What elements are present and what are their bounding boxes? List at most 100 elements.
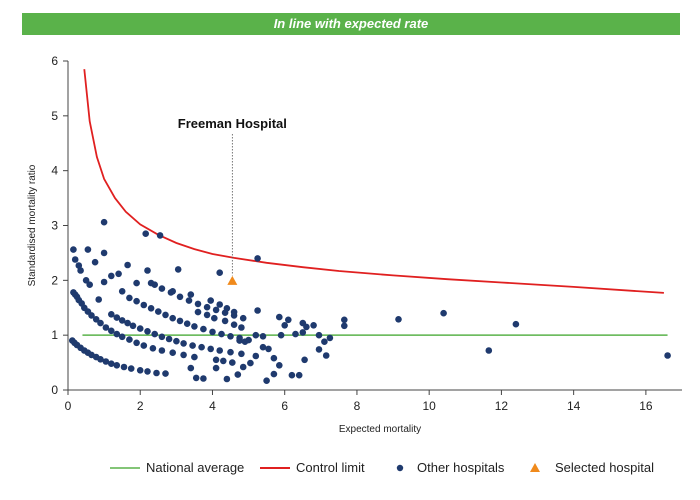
hospital-point <box>88 312 95 319</box>
x-tick-label: 16 <box>639 399 653 413</box>
hospital-point <box>133 297 140 305</box>
hospital-point <box>263 377 270 385</box>
x-tick-label: 2 <box>137 399 144 413</box>
hospital-point <box>113 330 121 338</box>
hospital-point <box>156 232 164 239</box>
hospital-point <box>127 365 135 372</box>
national-average-swatch <box>110 467 140 469</box>
x-tick-label: 0 <box>65 399 72 413</box>
x-tick-label: 6 <box>281 399 288 413</box>
hospital-point <box>144 267 151 274</box>
hospital-point <box>144 368 151 375</box>
hospital-point <box>102 358 110 365</box>
hospital-point <box>167 289 175 296</box>
hospital-point <box>321 338 328 346</box>
hospital-point <box>234 371 242 378</box>
hospital-point <box>191 323 198 330</box>
chart-status-banner: In line with expected rate <box>22 13 680 35</box>
hospital-point <box>664 352 671 359</box>
hospital-point <box>200 375 207 382</box>
legend-label-national-average: National average <box>146 460 245 475</box>
hospital-point <box>129 322 137 330</box>
legend-item-national-average: National average <box>110 458 244 478</box>
hospital-point <box>252 352 260 360</box>
hospital-point <box>216 301 223 308</box>
hospital-point <box>124 261 131 269</box>
hospital-point <box>70 246 77 253</box>
hospital-point <box>212 356 220 364</box>
y-tick-label: 0 <box>51 383 58 397</box>
control-limit-swatch <box>260 467 290 469</box>
hospital-point <box>185 297 193 304</box>
hospital-point <box>276 362 283 369</box>
hospital-point <box>75 262 83 269</box>
x-tick-label: 12 <box>495 399 509 413</box>
hospital-point <box>227 333 234 340</box>
hospital-point <box>140 342 148 349</box>
hospital-point <box>155 308 162 315</box>
hospital-point <box>174 266 182 273</box>
legend-item-other-hospitals: Other hospitals <box>390 458 510 478</box>
hospital-point <box>147 305 155 312</box>
hospital-point <box>241 338 249 346</box>
legend-label-control-limit: Control limit <box>296 460 365 475</box>
hospital-point <box>153 369 160 377</box>
hospital-point <box>238 350 245 358</box>
hospital-point <box>200 325 207 333</box>
hospital-point <box>265 345 272 353</box>
hospital-point <box>113 362 121 369</box>
hospital-point <box>341 316 348 324</box>
hospital-point <box>276 313 283 321</box>
hospital-point <box>142 230 149 237</box>
hospital-point <box>395 316 402 323</box>
hospital-point <box>254 307 261 314</box>
hospital-point <box>259 343 267 351</box>
hospital-point <box>230 308 238 316</box>
hospital-point <box>189 342 196 349</box>
hospital-point <box>288 371 296 379</box>
hospital-point <box>108 327 115 335</box>
hospital-point <box>86 281 93 289</box>
legend-item-selected-hospital: Selected hospital <box>525 458 675 478</box>
legend-label-selected-hospital: Selected hospital <box>555 460 655 475</box>
hospital-point <box>176 317 184 325</box>
hospital-point <box>194 308 202 316</box>
hospital-point <box>118 288 126 295</box>
hospital-point <box>227 348 234 356</box>
x-tick-label: 10 <box>422 399 436 413</box>
hospital-point <box>270 370 278 378</box>
hospital-point <box>512 320 520 328</box>
hospital-point <box>198 343 205 351</box>
hospital-point <box>77 267 84 274</box>
hospital-point <box>158 333 166 341</box>
hospital-point <box>173 337 180 345</box>
hospital-point <box>315 331 323 339</box>
hospital-point <box>221 317 229 325</box>
hospital-point <box>158 285 166 292</box>
control-limit-curve <box>83 69 664 294</box>
hospital-point <box>203 311 211 319</box>
hospital-point <box>281 322 289 329</box>
legend-item-control-limit: Control limit <box>260 458 370 478</box>
hospital-point <box>209 328 216 336</box>
y-tick-label: 6 <box>51 54 58 68</box>
x-tick-label: 8 <box>354 399 361 413</box>
hospital-point <box>183 320 191 328</box>
hospital-point <box>126 294 133 302</box>
hospital-point <box>169 349 176 357</box>
hospital-point <box>322 352 330 359</box>
hospital-point <box>136 367 144 374</box>
hospital-point <box>82 277 90 284</box>
hospital-point <box>220 357 227 365</box>
hospital-point <box>187 291 195 298</box>
hospital-point <box>133 339 140 347</box>
hospital-point <box>216 269 223 277</box>
hospital-point <box>315 346 323 353</box>
hospital-point <box>229 359 236 366</box>
hospital-point <box>230 321 238 329</box>
other-hospitals-swatch <box>396 464 404 472</box>
hospital-point <box>97 319 104 327</box>
hospital-point <box>341 322 348 330</box>
hospital-point <box>440 309 447 317</box>
hospital-point <box>162 370 169 377</box>
